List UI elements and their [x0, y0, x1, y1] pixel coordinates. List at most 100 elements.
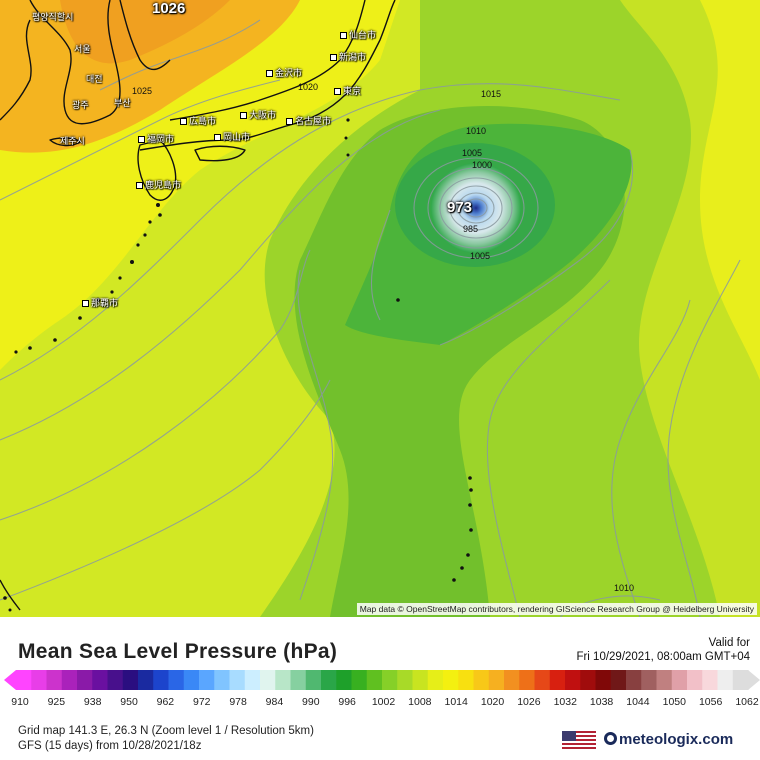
scale-swatch — [473, 670, 490, 690]
pressure-field — [0, 0, 760, 617]
scale-swatch — [641, 670, 658, 690]
scale-swatch — [46, 670, 63, 690]
city-nagoya: 名古屋市 — [286, 114, 331, 127]
scale-swatch — [412, 670, 429, 690]
city-label: 大阪市 — [249, 111, 277, 121]
scale-swatch — [382, 670, 398, 690]
scale-swatch — [732, 670, 749, 690]
scale-swatch — [183, 670, 200, 690]
legend-title: Mean Sea Level Pressure (hPa) — [18, 640, 338, 663]
scale-tick-label: 1062 — [735, 696, 759, 708]
color-scale-ticks: 910 925 938 950 962 972 978 984 990 996 1002 1008 10… — [0, 696, 760, 710]
scale-swatch — [138, 670, 154, 690]
scale-swatch — [351, 670, 368, 690]
meteologix-gear-icon — [604, 732, 617, 745]
city-label: 福岡市 — [147, 135, 175, 145]
city-dot-icon — [266, 70, 273, 77]
scale-tick-label: 1020 — [480, 696, 505, 708]
city-busan: 부산 — [114, 96, 131, 109]
city-label: 鹿児島市 — [145, 181, 182, 191]
city-label: 서울 — [74, 45, 91, 55]
city-daejeon: 대전 — [86, 72, 103, 85]
scale-swatch — [671, 670, 688, 690]
scale-swatch — [16, 670, 32, 690]
field-1020-east — [700, 0, 760, 380]
city-seoul: 서울 — [74, 42, 91, 55]
scale-tick-label: 910 — [11, 696, 29, 708]
scale-swatch — [443, 670, 459, 690]
city-hiroshima: 広島市 — [180, 114, 216, 127]
scale-swatch — [199, 670, 215, 690]
city-dot-icon — [340, 32, 347, 39]
city-label: 광주 — [72, 101, 89, 111]
scale-swatch — [77, 670, 93, 690]
city-gwangju: 광주 — [72, 98, 89, 111]
coastlines — [0, 0, 396, 611]
scale-tick-label: 972 — [192, 696, 211, 708]
city-label: 제주시 — [60, 137, 85, 147]
us-flag-icon — [562, 731, 596, 751]
low-pressure-label: 973 — [447, 199, 473, 216]
scale-swatch — [229, 670, 246, 690]
scale-swatch — [656, 670, 673, 690]
scale-swatch — [702, 670, 719, 690]
scale-swatch — [214, 670, 231, 690]
city-dot-icon — [138, 136, 145, 143]
city-dot-icon — [240, 112, 247, 119]
isobar-label: 1015 — [481, 89, 502, 99]
scale-swatch — [153, 670, 170, 690]
scale-swatch — [504, 670, 520, 690]
city-okayama: 岡山市 — [214, 130, 250, 143]
scale-swatch — [626, 670, 642, 690]
map-attribution[interactable]: Map data © OpenStreetMap contributors, r… — [356, 603, 757, 615]
scale-swatch — [92, 670, 109, 690]
scale-left-arrow — [4, 670, 16, 690]
city-kagoshima: 鹿児島市 — [136, 178, 181, 191]
scale-tick-label: 984 — [265, 696, 284, 708]
scale-swatch — [717, 670, 734, 690]
scale-swatch — [565, 670, 581, 690]
scale-swatch — [488, 670, 505, 690]
city-label: 金沢市 — [275, 69, 303, 79]
scale-tick-label: 938 — [83, 696, 102, 708]
scale-tick-label: 1014 — [444, 696, 468, 708]
city-dot-icon — [286, 118, 293, 125]
scale-swatch — [366, 670, 383, 690]
city-label: 広島市 — [189, 117, 217, 127]
pressure-map[interactable]: 평양직할시 서울 대전 광주 부산 제주시 福岡市 広島市 岡山市 大阪市 名古… — [0, 0, 760, 617]
city-fukuoka: 福岡市 — [138, 132, 174, 145]
city-tokyo: 東京 — [334, 84, 361, 97]
scale-tick-label: 1026 — [517, 696, 541, 708]
city-dot-icon — [330, 54, 337, 61]
scale-swatch — [260, 670, 276, 690]
isobar-label: 1000 — [472, 160, 493, 170]
scale-swatch — [168, 670, 185, 690]
city-label: 부산 — [114, 99, 131, 109]
scale-swatch — [519, 670, 536, 690]
city-label: 평양직할시 — [32, 13, 74, 23]
brand-link[interactable]: meteologix.com — [604, 731, 733, 748]
scale-swatch — [336, 670, 353, 690]
islands — [3, 118, 473, 612]
city-kanazawa: 金沢市 — [266, 66, 302, 79]
city-sendai: 仙台市 — [340, 28, 376, 41]
scale-swatch — [458, 670, 475, 690]
scale-swatch — [244, 670, 261, 690]
city-dot-icon — [334, 88, 341, 95]
scale-swatch — [427, 670, 444, 690]
scale-tick-label: 1008 — [408, 696, 432, 708]
scale-swatch — [61, 670, 78, 690]
city-jeju: 제주시 — [60, 134, 85, 147]
scale-swatch — [534, 670, 551, 690]
city-pyongyang: 평양직할시 — [32, 10, 73, 23]
city-dot-icon — [136, 182, 143, 189]
scale-swatch — [580, 670, 597, 690]
scale-tick-label: 1050 — [662, 696, 686, 708]
scale-swatch — [610, 670, 627, 690]
city-label: 仙台市 — [349, 31, 377, 41]
city-label: 名古屋市 — [295, 117, 332, 127]
field-low-core — [431, 163, 521, 253]
scale-tick-label: 978 — [229, 696, 247, 708]
scale-tick-label: 962 — [156, 696, 175, 708]
